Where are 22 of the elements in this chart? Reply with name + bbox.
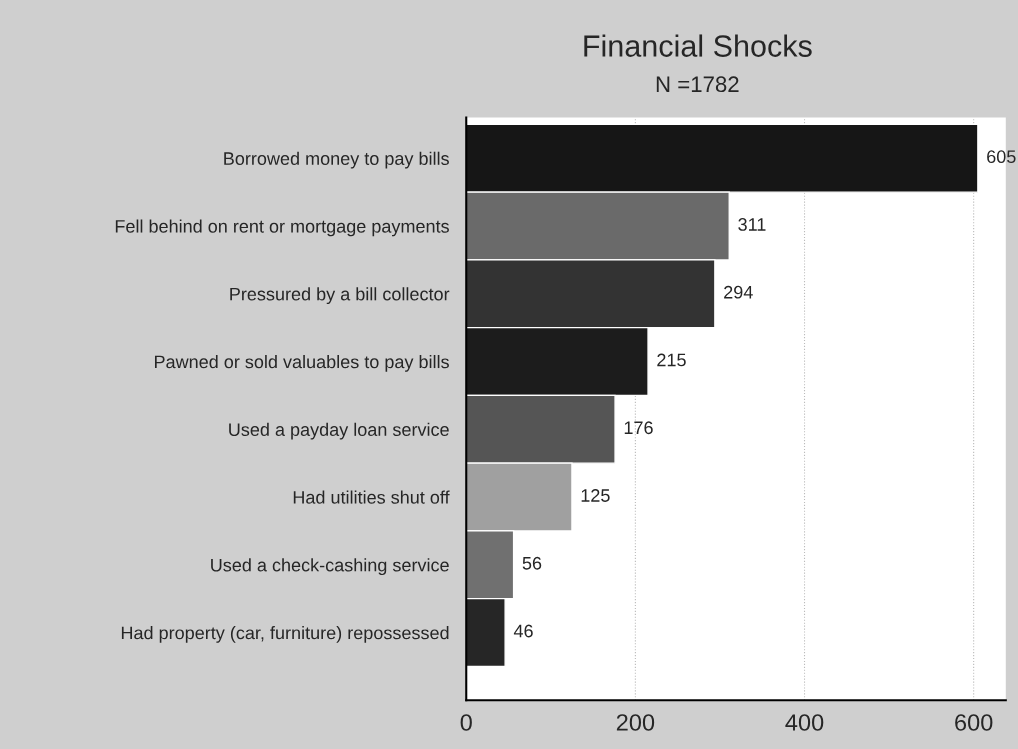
chart-subtitle: N =1782 [656, 76, 739, 93]
x-tick-label: 600 [955, 714, 993, 731]
data-label: 294 [724, 285, 753, 299]
y-tick-label: Fell behind on rent or mortgage payments [115, 219, 449, 237]
x-tick-label: 400 [785, 714, 824, 731]
y-tick-label: Pressured by a bill collector [230, 287, 450, 305]
y-tick-label: Had utilities shut off [293, 490, 450, 504]
data-label: 311 [738, 218, 766, 231]
data-label: 605 [987, 150, 1016, 164]
x-tick-label: 200 [616, 714, 655, 731]
data-label: 215 [657, 353, 686, 367]
data-label: 176 [624, 421, 653, 435]
data-label: 56 [522, 556, 542, 570]
data-label: 125 [581, 489, 610, 502]
chart-title: Financial Shocks [584, 34, 812, 57]
y-tick-label: Pawned or sold valuables to pay bills [154, 354, 449, 372]
x-tick-label: 0 [460, 714, 472, 731]
y-tick-label: Borrowed money to pay bills [224, 151, 449, 169]
y-tick-label: Had property (car, furniture) repossessed [121, 626, 449, 643]
data-label: 46 [513, 624, 533, 638]
y-tick-label: Used a payday loan service [229, 422, 449, 440]
y-tick-label: Used a check-cashing service [211, 558, 449, 576]
